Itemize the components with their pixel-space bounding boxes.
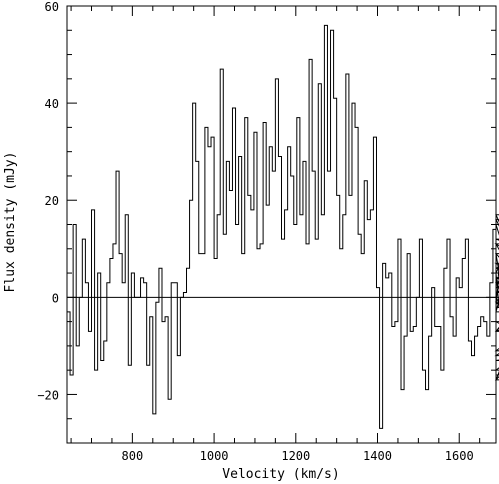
y-tick-label: −20 <box>37 388 59 402</box>
x-tick-label: 1000 <box>200 449 229 463</box>
axis-ticks <box>67 5 496 444</box>
x-tick-label: 1600 <box>445 449 474 463</box>
x-tick-label: 1400 <box>363 449 392 463</box>
y-tick-label: 0 <box>52 291 59 305</box>
tick-labels: 800 1000 1200 1400 1600 −20 0 20 40 60 <box>37 0 473 463</box>
x-tick-label: 1200 <box>281 449 310 463</box>
flux-step-line <box>67 24 499 429</box>
y-axis-label: Flux density (mJy) <box>3 152 18 293</box>
y-tick-label: 60 <box>45 0 59 14</box>
x-tick-label: 800 <box>122 449 144 463</box>
y-tick-label: 20 <box>45 194 59 208</box>
x-axis-label: Velocity (km/s) <box>222 467 339 482</box>
y-tick-label: 40 <box>45 97 59 111</box>
